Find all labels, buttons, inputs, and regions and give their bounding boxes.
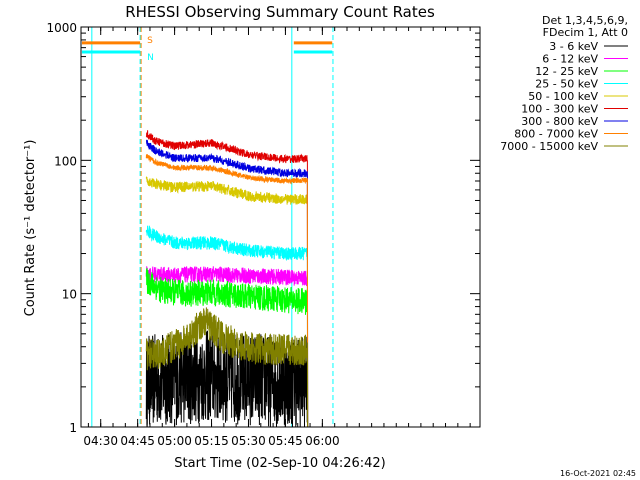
plot-area: SN xyxy=(82,27,334,428)
chart-title: RHESSI Observing Summary Count Rates xyxy=(125,3,435,21)
series-line-7 xyxy=(145,154,309,428)
series-line-5 xyxy=(145,130,309,428)
plot-frame xyxy=(80,26,481,428)
y-tick-label-0: 1 xyxy=(69,421,77,435)
legend-entry-2: 12 - 25 keV xyxy=(535,65,598,78)
y-tick-label-2: 100 xyxy=(54,154,77,168)
series-line-2 xyxy=(145,267,309,428)
flag-label-s: S xyxy=(147,36,153,46)
series-line-6 xyxy=(146,139,309,428)
series-line-4 xyxy=(145,176,309,428)
y-axis-label: Count Rate (s⁻¹ detector⁻¹) xyxy=(23,140,38,317)
legend-entry-6: 300 - 800 keV xyxy=(521,115,598,128)
x-tick-label-1: 04:45 xyxy=(120,434,155,448)
legend-entry-0: 3 - 6 keV xyxy=(549,40,598,53)
x-tick-label-0: 04:30 xyxy=(83,434,118,448)
legend-header-1: FDecim 1, Att 0 xyxy=(543,26,628,39)
footer-timestamp: 16-Oct-2021 02:45 xyxy=(560,469,636,478)
x-tick-label-2: 05:00 xyxy=(157,434,192,448)
series-line-3 xyxy=(145,225,309,428)
flag-label-n: N xyxy=(147,53,154,63)
legend-entry-5: 100 - 300 keV xyxy=(521,103,598,116)
y-axis: 1 10 100 1000 xyxy=(46,21,480,435)
x-tick-label-4: 05:30 xyxy=(231,434,266,448)
x-tick-label-3: 05:15 xyxy=(194,434,229,448)
x-tick-label-5: 05:45 xyxy=(268,434,303,448)
y-tick-label-3: 1000 xyxy=(46,21,77,35)
series-line-1 xyxy=(145,265,309,428)
legend-entry-7: 800 - 7000 keV xyxy=(514,128,598,141)
legend-entry-1: 6 - 12 keV xyxy=(542,53,598,66)
legend-header-0: Det 1,3,4,5,6,9, xyxy=(542,14,628,27)
x-axis-label: Start Time (02-Sep-10 04:26:42) xyxy=(174,456,385,471)
legend-entry-3: 25 - 50 keV xyxy=(535,78,598,91)
x-axis: 04:30 04:45 05:00 05:15 05:30 05:45 06:00 xyxy=(83,27,471,448)
x-tick-label-6: 06:00 xyxy=(305,434,340,448)
legend-entry-4: 50 - 100 keV xyxy=(528,90,598,103)
series-line-0 xyxy=(145,330,309,428)
legend-entry-8: 7000 - 15000 keV xyxy=(500,140,598,153)
legend: Det 1,3,4,5,6,9,FDecim 1, Att 03 - 6 keV… xyxy=(500,14,628,153)
y-tick-label-1: 10 xyxy=(62,288,77,302)
series-line-8 xyxy=(145,307,309,428)
